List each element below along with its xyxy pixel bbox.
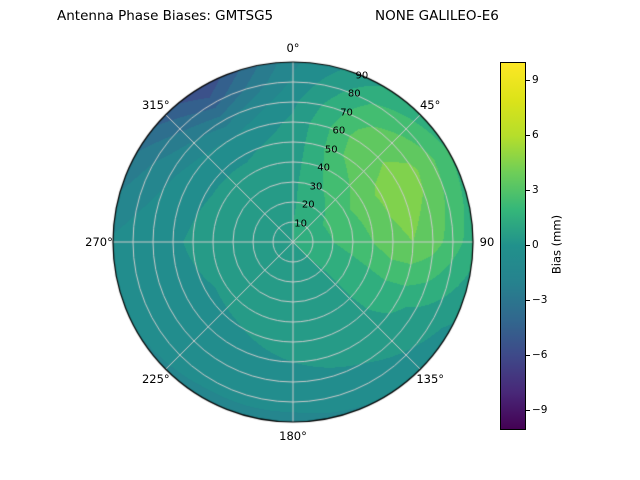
polar-heatmap-plot — [83, 32, 503, 452]
colorbar-tick-mark — [526, 135, 530, 137]
colorbar-tick-mark — [526, 409, 530, 411]
colorbar-tick-label: 3 — [532, 184, 539, 197]
colorbar-tick-mark — [526, 245, 530, 246]
colorbar-tick-label: 0 — [532, 239, 539, 251]
colorbar-tick-mark — [526, 354, 530, 356]
colorbar-tick-label: 6 — [532, 129, 539, 142]
colorbar-tick-label: −3 — [532, 293, 548, 306]
colorbar-tick-label: −9 — [532, 403, 548, 416]
chart-title: Antenna Phase Biases: GMTSG5 — [57, 8, 274, 24]
colorbar-tick-mark — [526, 299, 530, 301]
chart-subtitle: NONE GALILEO-E6 — [375, 8, 499, 24]
colorbar-tick-label: −6 — [532, 348, 548, 361]
colorbar — [500, 62, 526, 430]
colorbar-tick-mark — [526, 80, 530, 82]
colorbar-tick-label: 9 — [532, 74, 539, 87]
colorbar-tick-mark — [526, 190, 530, 192]
colorbar-axis-label: Bias (mm) — [549, 214, 564, 275]
